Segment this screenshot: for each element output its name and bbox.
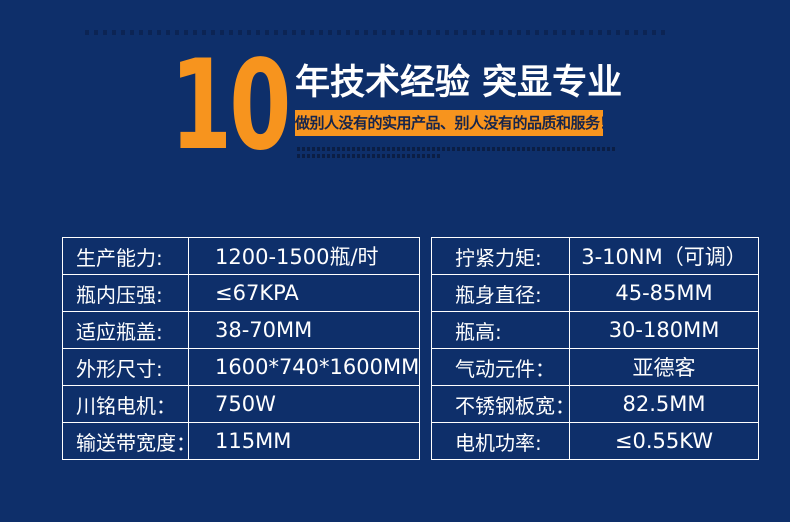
spec-label: 气动元件： (431, 348, 570, 386)
spec-table-right: 拧紧力矩: 3-10NM（可调） 瓶身直径: 45-85MM 瓶高: 30-18… (431, 237, 759, 460)
table-row: 瓶内压强: ≤67KPA (62, 274, 420, 312)
spec-label: 瓶高: (431, 311, 570, 349)
table-row: 川铭电机： 750W (62, 385, 420, 423)
spec-label: 外形尺寸: (62, 348, 189, 386)
spec-value: 750W (188, 385, 420, 423)
spec-label: 不锈钢板宽： (431, 385, 570, 423)
spec-value: 115MM (188, 422, 420, 460)
table-row: 不锈钢板宽： 82.5MM (431, 385, 759, 423)
hero-title: 年技术经验 突显专业 (295, 63, 623, 103)
spec-value: 38-70MM (188, 311, 420, 349)
table-row: 生产能力: 1200-1500瓶/时 (62, 237, 420, 275)
table-row: 输送带宽度： 115MM (62, 422, 420, 460)
table-row: 气动元件： 亚德客 (431, 348, 759, 386)
spec-value: 1200-1500瓶/时 (188, 237, 420, 275)
spec-table-left: 生产能力: 1200-1500瓶/时 瓶内压强: ≤67KPA 适应瓶盖: 38… (62, 237, 420, 460)
spec-value: 82.5MM (569, 385, 759, 423)
watermark-strip (85, 30, 665, 35)
hero-banner: 做别人没有的实用产品、别人没有的品质和服务！ (295, 110, 603, 136)
spec-label: 川铭电机： (62, 385, 189, 423)
spec-value: ≤0.55KW (569, 422, 759, 460)
spec-label: 输送带宽度： (62, 422, 189, 460)
spec-value: 1600*740*1600MM (188, 348, 420, 386)
table-row: 拧紧力矩: 3-10NM（可调） (431, 237, 759, 275)
spec-value: 3-10NM（可调） (569, 237, 759, 275)
spec-value: 45-85MM (569, 274, 759, 312)
hero-number: 10 (170, 34, 291, 178)
spec-label: 拧紧力矩: (431, 237, 570, 275)
table-row: 适应瓶盖: 38-70MM (62, 311, 420, 349)
spec-label: 瓶身直径: (431, 274, 570, 312)
spec-tables: 生产能力: 1200-1500瓶/时 瓶内压强: ≤67KPA 适应瓶盖: 38… (62, 237, 759, 460)
spec-label: 生产能力: (62, 237, 189, 275)
table-row: 外形尺寸: 1600*740*1600MM (62, 348, 420, 386)
spec-value: 30-180MM (569, 311, 759, 349)
spec-label: 瓶内压强: (62, 274, 189, 312)
table-row: 瓶身直径: 45-85MM (431, 274, 759, 312)
spec-value: 亚德客 (569, 348, 759, 386)
fine-print-line (297, 147, 615, 151)
table-row: 电机功率: ≤0.55KW (431, 422, 759, 460)
fine-print-line (297, 154, 442, 158)
spec-label: 电机功率: (431, 422, 570, 460)
spec-value: ≤67KPA (188, 274, 420, 312)
table-row: 瓶高: 30-180MM (431, 311, 759, 349)
spec-label: 适应瓶盖: (62, 311, 189, 349)
